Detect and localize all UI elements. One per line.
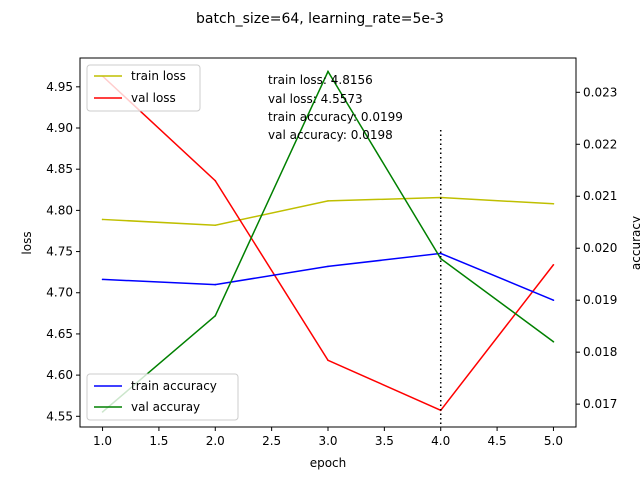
y-axis-right-label: accuracy bbox=[629, 216, 640, 270]
x-tick-label: 3.5 bbox=[375, 434, 394, 448]
train-accuracy-point bbox=[439, 252, 442, 255]
legend-loss: train loss val loss bbox=[86, 64, 201, 112]
y-axis-right-ticks: 0.017 0.018 0.019 0.020 0.021 0.022 0.023 bbox=[576, 85, 617, 411]
x-tick-label: 4.5 bbox=[488, 434, 507, 448]
y-left-tick-label: 4.55 bbox=[46, 409, 73, 423]
chart-title: batch_size=64, learning_rate=5e-3 bbox=[196, 11, 444, 27]
train-loss-point bbox=[101, 218, 104, 221]
y-left-tick-label: 4.75 bbox=[46, 245, 73, 259]
x-tick-label: 2.0 bbox=[206, 434, 225, 448]
val-loss-point bbox=[214, 179, 217, 182]
legend-accuracy-box bbox=[86, 373, 239, 421]
train-loss-point bbox=[327, 200, 329, 202]
y-right-tick-label: 0.019 bbox=[583, 293, 617, 307]
y-right-tick-label: 0.017 bbox=[583, 397, 617, 411]
y-right-tick-label: 0.020 bbox=[583, 241, 617, 255]
y-left-tick-label: 4.80 bbox=[46, 203, 73, 217]
y-right-tick-label: 0.018 bbox=[583, 345, 617, 359]
x-tick-label: 1.0 bbox=[93, 434, 112, 448]
x-axis-ticks: 1.0 1.5 2.0 2.5 3.0 3.5 4.0 4.5 5.0 bbox=[93, 427, 563, 448]
train-accuracy-point bbox=[214, 283, 217, 286]
y-left-tick-label: 4.90 bbox=[46, 121, 73, 135]
y-left-tick-label: 4.60 bbox=[46, 368, 73, 382]
x-tick-label: 1.5 bbox=[149, 434, 168, 448]
annotation-block: train loss: 4.8156 val loss: 4.5573 trai… bbox=[268, 73, 403, 142]
annotation-val-loss: val loss: 4.5573 bbox=[268, 92, 363, 106]
legend-val-accuracy-label: val accuray bbox=[131, 400, 200, 414]
val-accuray-point bbox=[214, 314, 217, 317]
legend-train-accuracy-label: train accuracy bbox=[131, 379, 217, 393]
train-loss-point bbox=[552, 202, 555, 205]
plot-lines bbox=[101, 69, 555, 427]
train-accuracy-point bbox=[101, 278, 104, 281]
train-accuracy-point bbox=[327, 265, 329, 268]
y-left-tick-label: 4.70 bbox=[46, 286, 73, 300]
x-axis-label: epoch bbox=[310, 456, 347, 470]
annotation-train-loss: train loss: 4.8156 bbox=[268, 73, 373, 87]
val-loss-point bbox=[552, 263, 555, 266]
x-tick-label: 4.0 bbox=[431, 434, 450, 448]
y-left-tick-label: 4.85 bbox=[46, 162, 73, 176]
y-left-tick-label: 4.95 bbox=[46, 80, 73, 94]
val-accuray-point bbox=[552, 340, 555, 343]
y-right-tick-label: 0.023 bbox=[583, 85, 617, 99]
y-left-tick-label: 4.65 bbox=[46, 327, 73, 341]
val-accuray-point bbox=[327, 70, 329, 73]
y-right-tick-label: 0.021 bbox=[583, 189, 617, 203]
x-tick-label: 2.5 bbox=[262, 434, 281, 448]
train-accuracy-point bbox=[552, 299, 555, 301]
val-accuray-point bbox=[439, 257, 442, 260]
legend-accuracy: train accuracy val accuray bbox=[86, 373, 239, 421]
train-loss-point bbox=[214, 224, 217, 227]
annotation-train-accuracy: train accuracy: 0.0199 bbox=[268, 110, 403, 124]
annotation-val-accuracy: val accuracy: 0.0198 bbox=[268, 128, 393, 142]
legend-train-loss-label: train loss bbox=[131, 69, 186, 83]
x-tick-label: 3.0 bbox=[318, 434, 337, 448]
x-tick-label: 5.0 bbox=[544, 434, 563, 448]
legend-val-loss-label: val loss bbox=[131, 91, 176, 105]
y-right-tick-label: 0.022 bbox=[583, 137, 617, 151]
val-loss-point bbox=[327, 359, 329, 362]
y-axis-left-ticks: 4.55 4.60 4.65 4.70 4.75 4.80 4.85 4.90 4.95 bbox=[46, 80, 80, 423]
y-axis-left-label: loss bbox=[20, 231, 34, 254]
